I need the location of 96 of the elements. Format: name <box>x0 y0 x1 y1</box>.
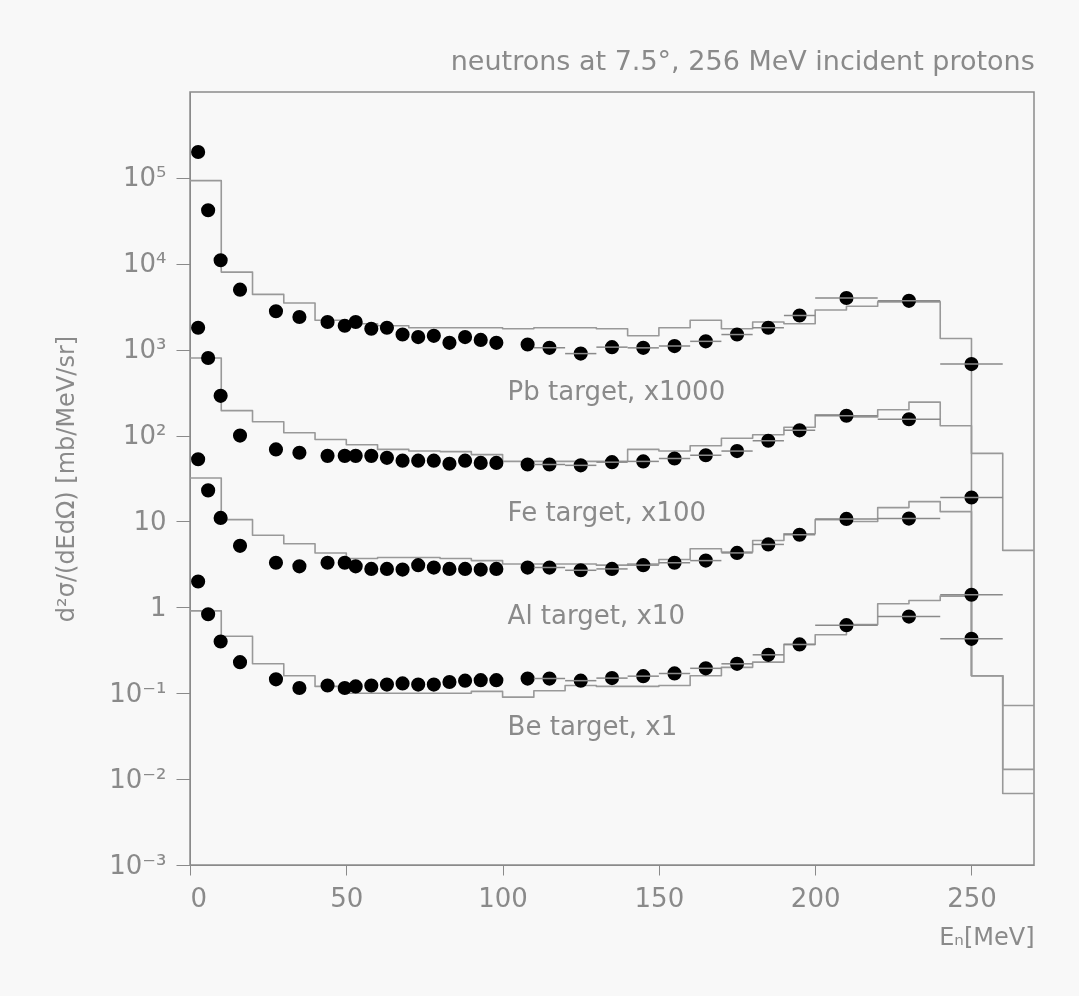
chart-title: neutrons at 7.5°, 256 MeV incident protons <box>450 45 1035 76</box>
y-tick-label: 10 <box>133 505 167 536</box>
point <box>348 679 363 694</box>
x-tick-label: 0 <box>190 882 208 913</box>
point <box>191 452 206 467</box>
point <box>364 561 379 576</box>
point <box>520 337 535 352</box>
point <box>379 320 394 335</box>
point <box>489 561 504 576</box>
point <box>426 328 441 343</box>
point <box>379 450 394 465</box>
x-tick-label: 250 <box>947 882 997 913</box>
x-tick-label: 100 <box>478 882 528 913</box>
point <box>191 574 206 589</box>
point <box>395 562 410 577</box>
point <box>232 538 248 553</box>
point <box>489 673 504 688</box>
point <box>337 318 352 333</box>
point <box>232 282 248 297</box>
point <box>442 456 457 471</box>
point <box>442 335 457 350</box>
x-tick-label: 150 <box>634 882 685 913</box>
point <box>395 453 410 468</box>
point <box>292 559 307 574</box>
series-label: Fe target, x100 <box>507 496 706 527</box>
y-tick-label: 10⁻³ <box>109 849 167 880</box>
series-label: Al target, x10 <box>507 599 685 630</box>
y-axis-title: d²σ/(dEdΩ) [mb/MeV/sr] <box>52 335 81 623</box>
point <box>426 677 441 692</box>
point <box>442 674 457 690</box>
point <box>268 555 284 570</box>
y-tick-label: 1 <box>149 591 167 622</box>
point <box>213 634 228 649</box>
point <box>348 448 363 463</box>
point <box>201 483 216 498</box>
point <box>191 144 206 160</box>
point <box>320 448 335 463</box>
point <box>292 309 307 325</box>
point <box>473 562 488 577</box>
point <box>489 455 504 470</box>
series-label: Be target, x1 <box>507 710 678 741</box>
point <box>520 560 535 575</box>
point <box>213 388 228 403</box>
y-tick-label: 10⁻¹ <box>109 677 167 708</box>
point <box>520 457 535 472</box>
point <box>292 680 307 696</box>
point <box>268 672 284 687</box>
point <box>379 677 394 692</box>
point <box>201 203 216 218</box>
point <box>395 327 410 342</box>
point <box>411 453 426 468</box>
y-tick-label: 10⁵ <box>122 162 167 193</box>
point <box>411 558 426 573</box>
point <box>364 448 379 463</box>
point <box>320 555 335 570</box>
point <box>191 320 206 335</box>
point <box>364 678 379 693</box>
point <box>320 314 335 330</box>
point <box>348 559 363 574</box>
x-tick-label: 200 <box>790 882 841 913</box>
x-axis-title: Eₙ[MeV] <box>939 922 1035 951</box>
point <box>473 673 488 688</box>
point <box>426 453 441 468</box>
point <box>573 673 588 688</box>
point <box>268 442 284 457</box>
x-tick-label: 50 <box>330 882 364 913</box>
point <box>268 304 284 319</box>
y-tick-label: 10³ <box>122 334 167 365</box>
point <box>473 455 488 470</box>
point <box>442 561 457 576</box>
point <box>395 676 410 691</box>
point <box>201 607 216 622</box>
point <box>426 560 441 575</box>
point <box>489 335 504 350</box>
point <box>201 350 216 366</box>
point <box>458 673 473 688</box>
point <box>411 677 426 692</box>
point <box>520 671 535 686</box>
point <box>364 321 379 336</box>
point <box>458 453 473 468</box>
point <box>473 332 488 347</box>
y-tick-label: 10⁻² <box>109 763 167 794</box>
y-tick-label: 10⁴ <box>122 248 167 279</box>
series-label: Pb target, x1000 <box>507 376 726 407</box>
point <box>379 561 394 576</box>
point <box>232 655 248 670</box>
y-tick-label: 10² <box>122 420 167 451</box>
point <box>292 445 307 460</box>
point <box>411 330 426 345</box>
point <box>348 314 363 330</box>
point <box>213 253 228 268</box>
point <box>232 428 248 443</box>
point <box>458 330 473 345</box>
point <box>458 561 473 576</box>
point <box>213 510 228 525</box>
point <box>320 678 335 693</box>
